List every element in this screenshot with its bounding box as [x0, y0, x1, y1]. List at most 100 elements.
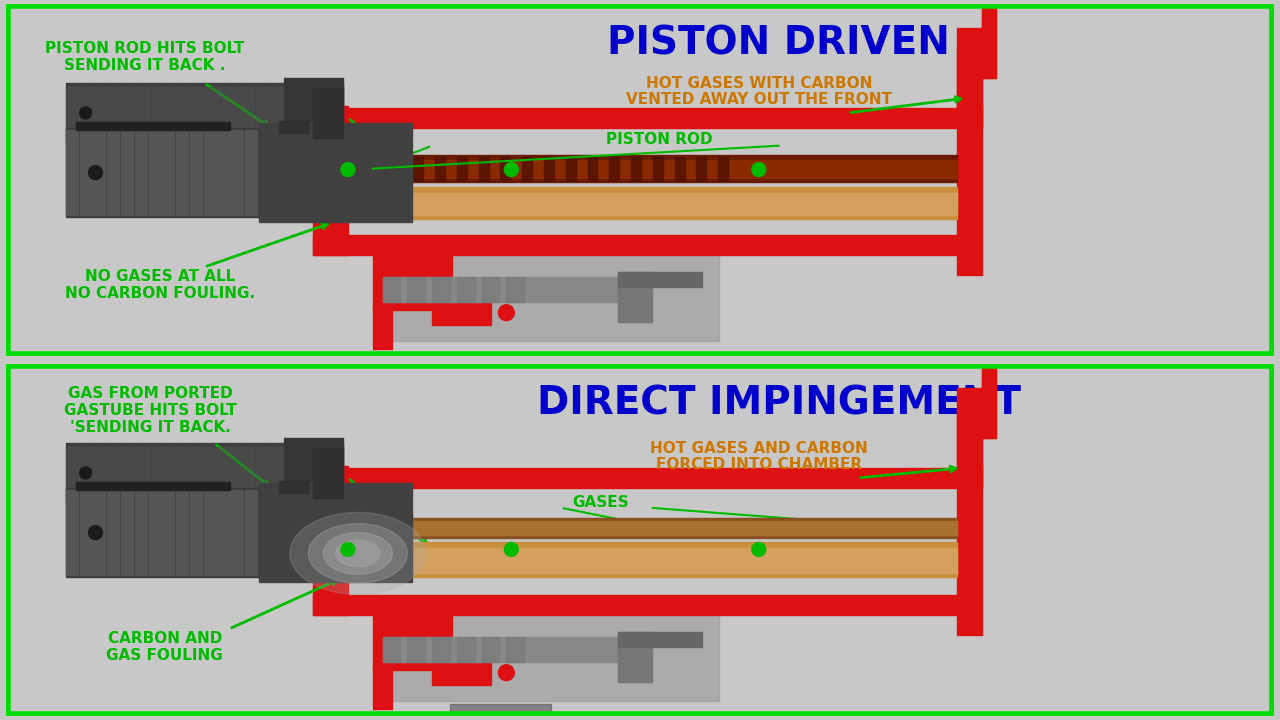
Text: GAS FOULING: GAS FOULING: [106, 648, 223, 663]
Bar: [433, 294, 492, 325]
Bar: [274, 447, 289, 499]
Bar: [148, 130, 160, 215]
Bar: [314, 106, 348, 255]
Bar: [618, 632, 703, 647]
Bar: [239, 87, 255, 139]
Bar: [256, 447, 271, 499]
Bar: [163, 490, 174, 575]
Bar: [279, 121, 308, 132]
Bar: [108, 490, 119, 575]
Bar: [696, 157, 707, 181]
Bar: [65, 488, 362, 577]
Bar: [383, 247, 719, 341]
Bar: [221, 447, 237, 499]
Bar: [544, 157, 554, 181]
Bar: [370, 157, 380, 181]
Bar: [348, 187, 956, 220]
Bar: [348, 155, 956, 182]
Bar: [348, 521, 956, 534]
Bar: [348, 542, 956, 577]
Bar: [956, 106, 982, 275]
Bar: [348, 518, 956, 538]
Bar: [118, 87, 133, 139]
Bar: [372, 305, 393, 349]
Bar: [481, 277, 499, 302]
Circle shape: [79, 467, 92, 479]
Text: GASES: GASES: [572, 495, 628, 510]
Bar: [232, 490, 243, 575]
Bar: [170, 87, 186, 139]
Bar: [218, 130, 229, 215]
Circle shape: [88, 166, 102, 179]
Circle shape: [498, 305, 515, 320]
Bar: [325, 87, 340, 139]
Bar: [65, 443, 343, 503]
Circle shape: [504, 542, 518, 557]
Bar: [718, 157, 728, 181]
Bar: [407, 277, 425, 302]
Bar: [407, 637, 425, 662]
Bar: [152, 447, 168, 499]
Bar: [675, 157, 685, 181]
Text: GAS FROM PORTED: GAS FROM PORTED: [68, 386, 233, 401]
Bar: [314, 88, 343, 138]
Bar: [433, 637, 449, 662]
Bar: [348, 549, 956, 573]
Bar: [65, 447, 81, 499]
Bar: [79, 130, 92, 215]
Bar: [244, 130, 257, 215]
Bar: [457, 277, 475, 302]
Bar: [189, 130, 202, 215]
Bar: [170, 447, 186, 499]
Bar: [274, 87, 289, 139]
Text: GASTUBE HITS BOLT: GASTUBE HITS BOLT: [64, 402, 237, 418]
Bar: [100, 87, 116, 139]
Text: SENDING IT BACK .: SENDING IT BACK .: [64, 58, 225, 73]
Bar: [372, 255, 452, 310]
Bar: [279, 481, 308, 492]
Polygon shape: [956, 348, 996, 488]
Bar: [93, 130, 105, 215]
Bar: [457, 637, 475, 662]
Bar: [187, 87, 202, 139]
Bar: [83, 447, 99, 499]
Bar: [500, 157, 511, 181]
Bar: [221, 87, 237, 139]
Bar: [314, 595, 956, 615]
Text: 'SENDING IT BACK.: 'SENDING IT BACK.: [69, 420, 230, 435]
Text: PISTON ROD HITS BOLT: PISTON ROD HITS BOLT: [45, 41, 244, 56]
Circle shape: [504, 163, 518, 176]
Text: HOT GASES AND CARBON: HOT GASES AND CARBON: [650, 441, 868, 456]
Bar: [83, 87, 99, 139]
Bar: [177, 130, 188, 215]
Bar: [284, 78, 343, 148]
Bar: [383, 637, 618, 662]
Bar: [76, 482, 230, 490]
Bar: [457, 157, 467, 181]
Bar: [65, 490, 78, 575]
Bar: [433, 654, 492, 685]
Text: HOT GASES WITH CARBON: HOT GASES WITH CARBON: [645, 76, 872, 91]
Bar: [93, 490, 105, 575]
Bar: [120, 130, 133, 215]
Circle shape: [498, 665, 515, 680]
Circle shape: [340, 542, 355, 557]
Bar: [118, 447, 133, 499]
Bar: [259, 123, 412, 222]
Bar: [372, 665, 393, 709]
Bar: [314, 108, 956, 128]
Bar: [383, 607, 719, 701]
Bar: [291, 447, 306, 499]
Bar: [163, 130, 174, 215]
Bar: [189, 490, 202, 575]
Text: FORCED INTO CHAMBER: FORCED INTO CHAMBER: [655, 457, 861, 472]
Bar: [134, 130, 147, 215]
Bar: [256, 87, 271, 139]
Bar: [618, 632, 652, 682]
Text: PISTON DRIVEN: PISTON DRIVEN: [607, 24, 950, 63]
Bar: [79, 490, 92, 575]
Bar: [588, 157, 598, 181]
Bar: [239, 447, 255, 499]
Bar: [76, 122, 230, 130]
Bar: [609, 157, 620, 181]
